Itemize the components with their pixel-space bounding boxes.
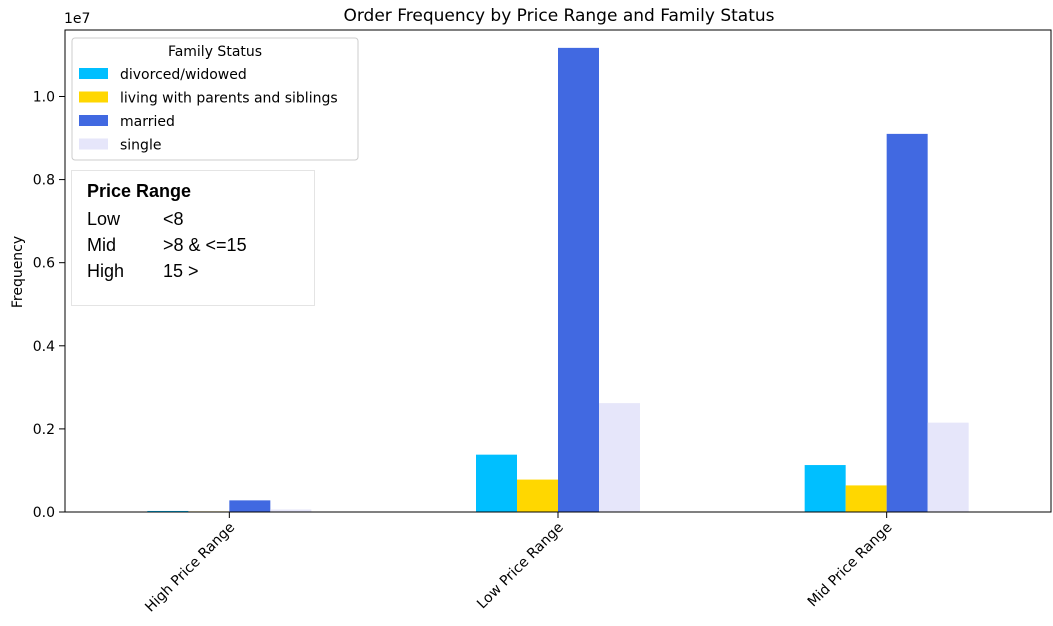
price-range-label: Mid [87,235,117,255]
bar-married-low-price-range [558,47,599,512]
price-range-note-title: Price Range [87,181,192,201]
bar-divorced-widowed-low-price-range [476,454,517,512]
legend-swatch [79,68,108,79]
legend-swatch [79,115,108,126]
y-tick-label: 0.4 [33,339,55,355]
bar-single-mid-price-range [927,422,969,512]
y-tick-label: 0.6 [33,256,55,272]
price-range-row-mid: Mid >8 & <=15 [87,235,247,256]
bar-single-high-price-range [270,509,312,512]
x-tick-label: Mid Price Range [805,520,896,611]
price-range-note: Price Range Low <8 Mid >8 & <=15 High 15 > [71,170,315,306]
price-range-label: High [87,261,125,281]
legend-entry-label: divorced/widowed [120,67,247,83]
x-tick-label: Low Price Range [474,520,567,613]
chart-title: Order Frequency by Price Range and Famil… [343,6,774,26]
price-range-value: <8 [163,209,184,229]
y-axis-label: Frequency [10,236,26,308]
legend-title: Family Status [168,44,262,60]
plot-frame [64,29,1052,513]
bars-group [147,47,969,512]
bar-divorced-widowed-high-price-range [147,510,189,512]
price-range-row-high: High 15 > [87,261,199,282]
bar-divorced-widowed-mid-price-range [804,465,846,512]
bar-married-high-price-range [229,500,271,512]
y-scale-label: 1e7 [64,11,90,27]
y-axis-ticks: 0.0 0.2 0.4 0.6 0.8 1.0 [33,89,65,521]
bar-living-with-parents-and-siblings-low-price-range [517,479,558,512]
legend-entry-label: single [120,138,161,154]
legend-entry-label: married [120,114,175,130]
price-range-label: Low [87,209,121,229]
x-tick-label: High Price Range [142,520,238,616]
bar-living-with-parents-and-siblings-mid-price-range [845,485,887,512]
y-tick-label: 1.0 [33,89,55,105]
price-range-row-low: Low <8 [87,209,184,230]
y-tick-label: 0.8 [33,173,55,189]
bar-married-mid-price-range [886,133,928,512]
y-tick-label: 0.0 [33,505,55,521]
price-range-value: 15 > [163,261,199,281]
bar-single-low-price-range [599,403,640,512]
y-tick-label: 0.2 [33,422,55,438]
x-axis-ticks: High Price Range Low Price Range Mid Price… [142,512,895,615]
legend-swatch [79,91,108,103]
legend-box [71,37,359,161]
legend: Family Status divorced/widowed living wit… [71,37,359,161]
legend-swatch [79,138,108,150]
legend-entry-label: living with parents and siblings [120,91,338,107]
price-range-value: >8 & <=15 [163,235,247,255]
